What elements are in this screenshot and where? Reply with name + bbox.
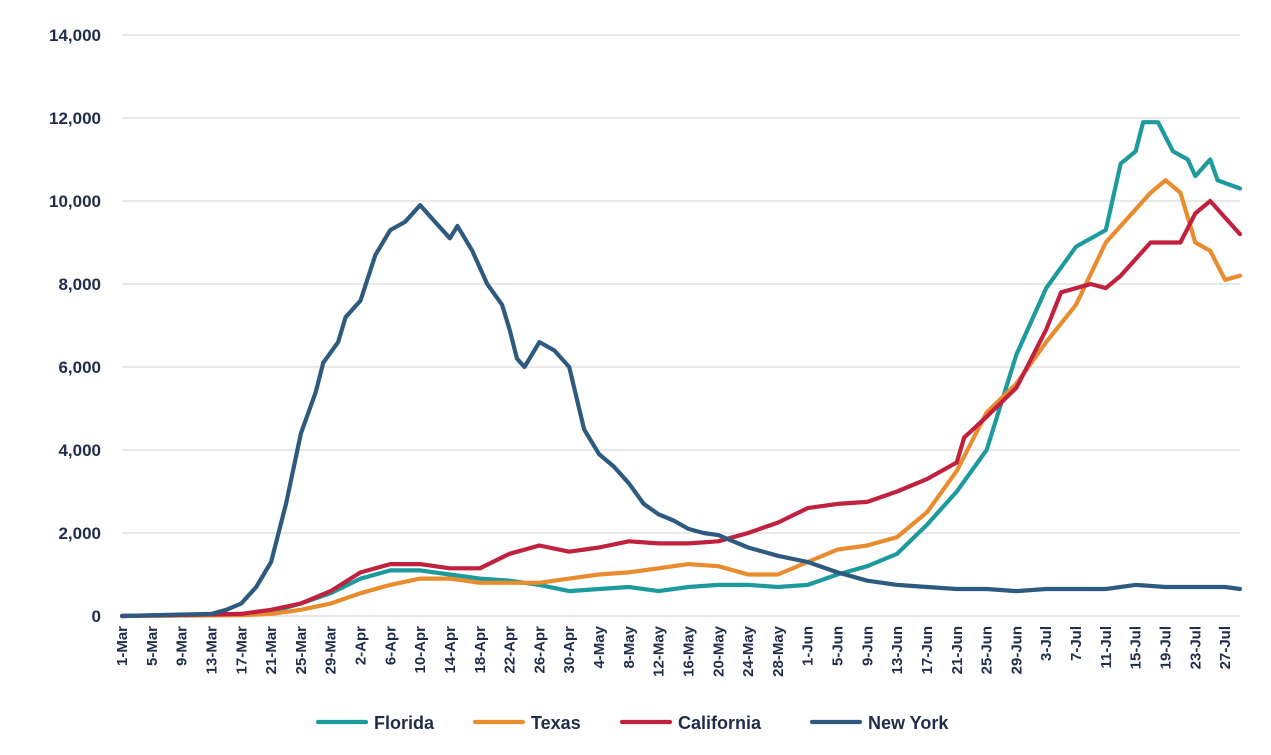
legend: Florida Texas California New York: [315, 713, 949, 733]
x-tick-label: 9-Jun: [859, 626, 876, 666]
y-tick-label: 2,000: [58, 524, 101, 543]
x-tick-label: 25-Mar: [293, 626, 310, 675]
series-lines: [119, 120, 1243, 619]
x-tick-label: 9-Mar: [174, 626, 191, 666]
y-tick-label: 0: [92, 607, 101, 626]
x-tick-label: 22-Apr: [502, 626, 519, 674]
x-tick-label: 29-Mar: [323, 626, 340, 675]
x-tick-label: 11-Jul: [1098, 626, 1115, 669]
x-tick-label: 13-Jun: [889, 626, 906, 674]
x-axis-ticks: 1-Mar 5-Mar 9-Mar 13-Mar 17-Mar 21-Mar 25-Mar 2…: [114, 625, 1234, 677]
x-tick-label: 2-Apr: [353, 626, 370, 665]
y-tick-label: 12,000: [49, 109, 101, 128]
series-line-texas: [119, 178, 1243, 619]
x-tick-label: 6-Apr: [382, 626, 399, 665]
y-tick-label: 6,000: [58, 358, 101, 377]
x-tick-label: 21-Mar: [263, 626, 280, 675]
x-tick-label: 5-Jun: [830, 626, 847, 666]
legend-label: Florida: [374, 713, 435, 733]
x-tick-label: 10-Apr: [412, 626, 429, 674]
legend-label: New York: [868, 713, 949, 733]
x-tick-label: 20-May: [710, 625, 727, 677]
x-tick-label: 13-Mar: [203, 626, 220, 675]
x-tick-label: 5-Mar: [144, 626, 161, 666]
y-tick-label: 14,000: [49, 26, 101, 45]
x-tick-label: 26-Apr: [531, 626, 548, 674]
y-tick-label: 4,000: [58, 441, 101, 460]
x-tick-label: 1-Mar: [114, 626, 131, 666]
y-tick-label: 8,000: [58, 275, 101, 294]
x-tick-label: 18-Apr: [472, 626, 489, 674]
x-tick-label: 27-Jul: [1217, 626, 1234, 669]
x-tick-label: 19-Jul: [1157, 626, 1174, 669]
gridlines: [122, 34, 1240, 617]
x-tick-label: 8-May: [621, 625, 638, 668]
legend-label: California: [678, 713, 762, 733]
x-tick-label: 28-May: [770, 625, 787, 677]
legend-label: Texas: [531, 713, 581, 733]
series-line-new-york: [119, 203, 1243, 619]
x-tick-label: 1-Jun: [800, 626, 817, 666]
x-tick-label: 15-Jul: [1128, 626, 1145, 669]
x-tick-label: 14-Apr: [442, 626, 459, 674]
x-tick-label: 30-Apr: [561, 626, 578, 674]
x-tick-label: 4-May: [591, 625, 608, 668]
x-tick-label: 17-Mar: [233, 626, 250, 675]
x-tick-label: 23-Jul: [1187, 626, 1204, 669]
series-line-florida: [119, 120, 1243, 619]
x-tick-label: 3-Jul: [1038, 626, 1055, 661]
x-tick-label: 29-Jun: [1008, 626, 1025, 674]
x-tick-label: 12-May: [651, 625, 668, 677]
x-tick-label: 21-Jun: [949, 626, 966, 674]
x-tick-label: 24-May: [740, 625, 757, 677]
x-tick-label: 17-Jun: [919, 626, 936, 674]
y-tick-label: 10,000: [49, 192, 101, 211]
y-axis-ticks: 0 2,000 4,000 6,000 8,000 10,000 12,000 14,000: [49, 26, 101, 626]
x-tick-label: 7-Jul: [1068, 626, 1085, 661]
x-tick-label: 25-Jun: [979, 626, 996, 674]
series-line-california: [119, 198, 1243, 619]
x-tick-label: 16-May: [680, 625, 697, 677]
